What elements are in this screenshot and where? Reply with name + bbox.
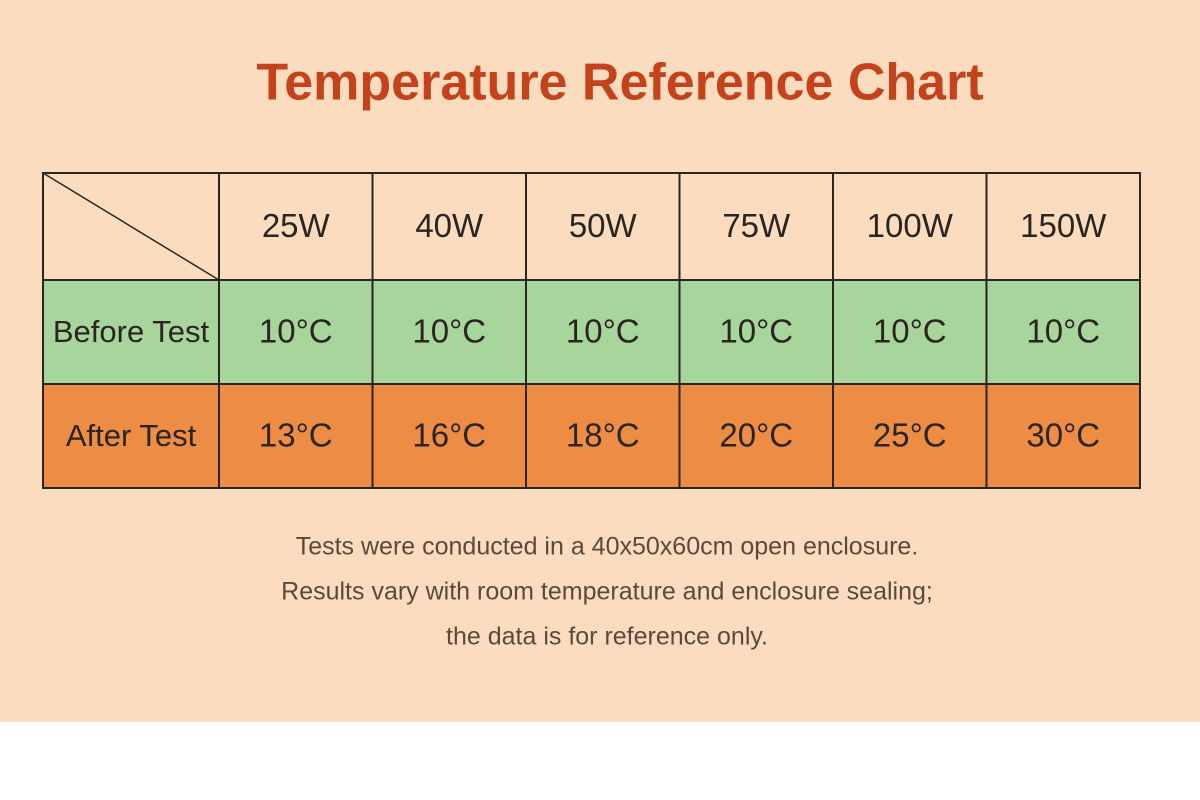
column-header: 75W xyxy=(722,207,791,244)
notes: Tests were conducted in a 40x50x60cm ope… xyxy=(281,533,933,651)
row-label: Before Test xyxy=(53,314,210,349)
table-border xyxy=(42,172,1141,489)
page-title: Temperature Reference Chart xyxy=(256,54,983,112)
table-cell: 18°C xyxy=(566,417,640,454)
table-cell: 10°C xyxy=(719,313,793,350)
table-cell: 10°C xyxy=(412,313,486,350)
corner-diagonal xyxy=(42,172,220,281)
table-cell: 30°C xyxy=(1026,417,1100,454)
note-line: Results vary with room temperature and e… xyxy=(281,578,933,606)
note-line: Tests were conducted in a 40x50x60cm ope… xyxy=(296,533,919,561)
table-cell: 16°C xyxy=(412,417,486,454)
row-background xyxy=(43,384,1140,488)
column-header: 150W xyxy=(1020,207,1107,244)
column-header: 50W xyxy=(569,207,638,244)
table-cell: 13°C xyxy=(259,417,333,454)
row-background xyxy=(43,280,1140,384)
table-cell: 25°C xyxy=(873,417,947,454)
row-label: After Test xyxy=(66,418,197,453)
note-line: the data is for reference only. xyxy=(446,623,768,651)
table-cell: 10°C xyxy=(1026,313,1100,350)
column-header: 100W xyxy=(867,207,954,244)
header-row xyxy=(43,173,1140,280)
table: 25W 40W 50W 75W 100W 150W Before Test 10°C 10°C 1… xyxy=(42,172,1141,489)
table-cell: 20°C xyxy=(719,417,793,454)
column-header: 25W xyxy=(262,207,331,244)
table-cell: 10°C xyxy=(566,313,640,350)
table-cell: 10°C xyxy=(873,313,947,350)
table-cell: 10°C xyxy=(259,313,333,350)
column-header: 40W xyxy=(415,207,484,244)
